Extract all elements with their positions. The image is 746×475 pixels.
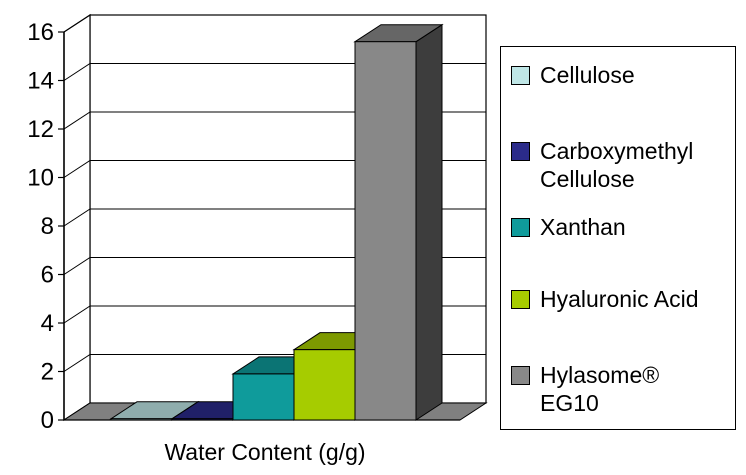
legend-label-line: Hyaluronic Acid <box>540 286 699 312</box>
y-tick-label: 16 <box>27 19 54 46</box>
y-tick-label: 0 <box>41 407 54 434</box>
legend-swatch <box>511 218 530 237</box>
y-axis: 0 2 4 6 8 10 12 14 16 <box>27 19 65 434</box>
gridlines <box>63 14 486 372</box>
gridline <box>63 14 486 33</box>
gridline <box>63 160 486 178</box>
legend-label: Cellulose <box>540 61 740 89</box>
bar-front <box>232 373 295 421</box>
gridline <box>63 63 486 81</box>
legend-item: Hyaluronic Acid <box>511 285 740 313</box>
legend-swatch <box>511 142 530 161</box>
legend-item: Hylasome® EG10 <box>511 361 740 417</box>
legend-item: Cellulose <box>511 61 740 89</box>
gridline <box>63 257 486 275</box>
bar-hylasome-eg10 <box>353 23 444 421</box>
legend-label: Hylasome® EG10 <box>540 361 740 417</box>
y-tick-label: 6 <box>41 262 54 289</box>
legend-item: Xanthan <box>511 213 740 241</box>
gridline <box>63 208 486 227</box>
y-tick-label: 2 <box>41 359 54 386</box>
y-tick-label: 8 <box>41 213 54 240</box>
legend: Cellulose Carboxymethyl Cellulose Xanthan Hy… <box>500 46 736 430</box>
legend-label-line: Carboxymethyl <box>540 138 694 164</box>
legend-label-line: EG10 <box>540 390 599 416</box>
gridline <box>63 305 486 324</box>
legend-swatch <box>511 290 530 309</box>
bar-front <box>293 349 356 421</box>
bar-side <box>415 23 443 421</box>
y-tick-label: 4 <box>41 310 54 337</box>
legend-label-line: Xanthan <box>540 214 626 240</box>
y-tick-label: 12 <box>27 116 54 143</box>
bar-front <box>171 418 234 421</box>
y-tick-label: 14 <box>27 68 54 95</box>
bar-front <box>110 418 173 421</box>
legend-label: Carboxymethyl Cellulose <box>540 137 740 193</box>
legend-item: Carboxymethyl Cellulose <box>511 137 740 193</box>
x-axis-label: Water Content (g/g) <box>164 439 365 465</box>
gridline <box>63 111 486 130</box>
legend-label-line: Hylasome® <box>540 362 660 388</box>
y-tick-label: 10 <box>27 165 54 192</box>
legend-swatch <box>511 366 530 385</box>
legend-swatch <box>511 66 530 85</box>
legend-label: Xanthan <box>540 213 740 241</box>
bars <box>109 23 444 421</box>
legend-label-line: Cellulose <box>540 166 635 192</box>
bar-front <box>354 41 417 421</box>
legend-label: Hyaluronic Acid <box>540 285 740 313</box>
legend-label-line: Cellulose <box>540 62 635 88</box>
